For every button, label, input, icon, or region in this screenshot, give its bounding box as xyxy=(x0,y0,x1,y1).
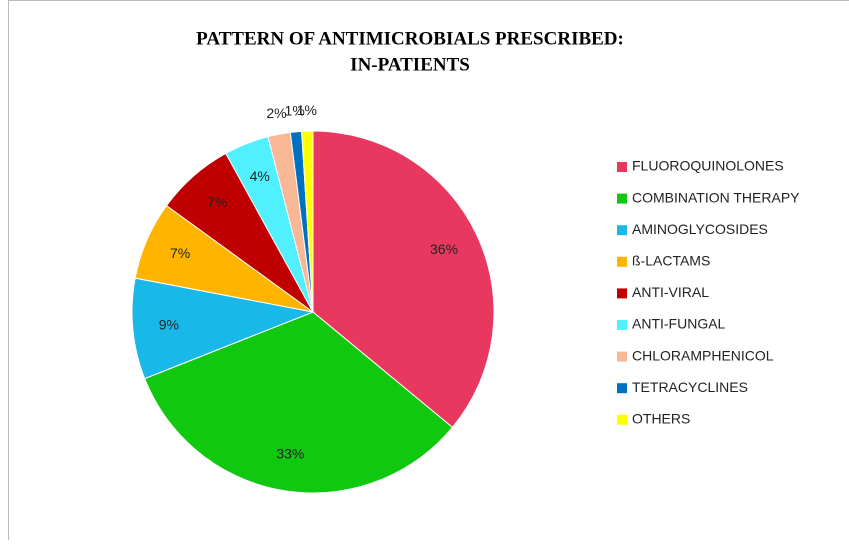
chart-title: IN-PATIENTS xyxy=(350,54,470,75)
chart-title: PATTERN OF ANTIMICROBIALS PRESCRIBED: xyxy=(196,28,624,49)
legend-label: ß-LACTAMS xyxy=(632,253,710,269)
value-label: 7% xyxy=(170,245,190,261)
value-label: 33% xyxy=(276,446,304,462)
legend-swatch xyxy=(617,194,627,204)
legend-label: FLUOROQUINOLONES xyxy=(632,158,784,174)
legend-label: CHLORAMPHENICOL xyxy=(632,347,774,363)
legend-label: OTHERS xyxy=(632,411,690,427)
value-label: 7% xyxy=(207,194,227,210)
value-label: 36% xyxy=(430,241,458,257)
legend-swatch xyxy=(617,415,627,425)
value-label: 2% xyxy=(266,105,286,121)
legend-label: AMINOGLYCOSIDES xyxy=(632,221,768,237)
legend-label: COMBINATION THERAPY xyxy=(632,189,800,205)
value-label: 4% xyxy=(250,168,270,184)
legend-swatch xyxy=(617,383,627,393)
legend-swatch xyxy=(617,257,627,267)
value-label: 1% xyxy=(297,102,317,118)
legend-swatch xyxy=(617,225,627,235)
legend-swatch xyxy=(617,288,627,298)
legend-label: ANTI-FUNGAL xyxy=(632,316,726,332)
value-label: 9% xyxy=(159,316,179,332)
legend-label: ANTI-VIRAL xyxy=(632,284,709,300)
legend-label: TETRACYCLINES xyxy=(632,379,748,395)
legend-swatch xyxy=(617,352,627,362)
legend-swatch xyxy=(617,320,627,330)
legend-swatch xyxy=(617,162,627,172)
